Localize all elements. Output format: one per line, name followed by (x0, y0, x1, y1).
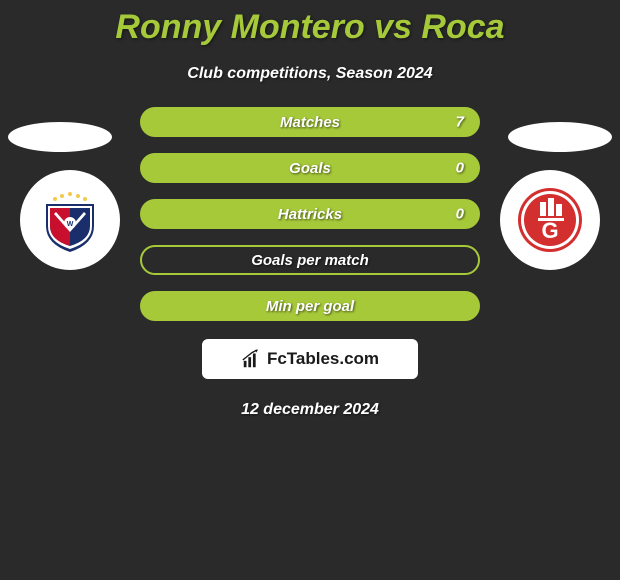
stat-row-min-per-goal: Min per goal (140, 291, 480, 321)
player-right-disc (508, 122, 612, 152)
stat-label: Min per goal (266, 298, 354, 315)
stat-label: Hattricks (278, 206, 342, 223)
stat-label: Matches (280, 114, 340, 131)
subtitle: Club competitions, Season 2024 (0, 65, 620, 83)
stat-value: 0 (456, 206, 464, 223)
club-badge-right: G (500, 170, 600, 270)
stat-row-hattricks: Hattricks 0 (140, 199, 480, 229)
stat-row-matches: Matches 7 (140, 107, 480, 137)
stat-value: 7 (456, 114, 464, 131)
stat-label: Goals (289, 160, 331, 177)
stat-row-goals-per-match: Goals per match (140, 245, 480, 275)
guabira-crest-icon: G (514, 184, 586, 256)
svg-text:W: W (67, 221, 74, 228)
stats-container: Matches 7 Goals 0 Hattricks 0 Goals per … (140, 107, 480, 321)
stat-value: 0 (456, 160, 464, 177)
date-text: 12 december 2024 (0, 401, 620, 419)
brand-text: FcTables.com (267, 349, 379, 369)
stat-row-goals: Goals 0 (140, 153, 480, 183)
page-title: Ronny Montero vs Roca (0, 0, 620, 47)
brand-box[interactable]: FcTables.com (202, 339, 418, 379)
club-badge-left: W (20, 170, 120, 270)
stat-label: Goals per match (251, 252, 369, 269)
chart-icon (241, 348, 263, 370)
svg-text:G: G (541, 218, 558, 243)
wilstermann-crest-icon: W (34, 184, 106, 256)
player-left-disc (8, 122, 112, 152)
